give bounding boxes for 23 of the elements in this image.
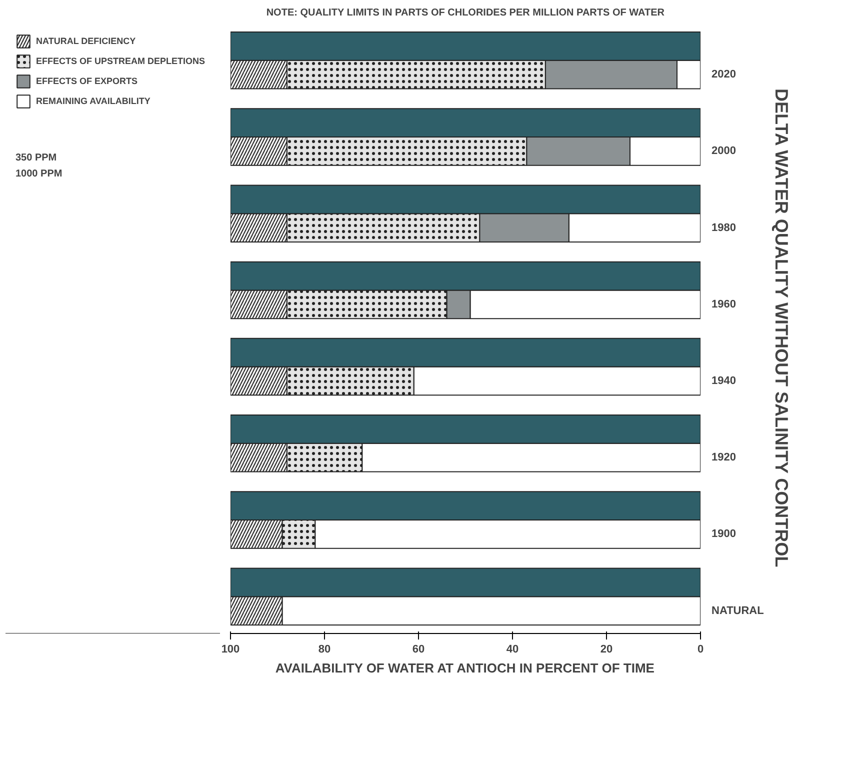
text: 350 PPM	[16, 152, 57, 164]
text: DELTA WATER QUALITY WITHOUT SALINITY CONTROL	[772, 88, 792, 568]
legend-label: REMAINING AVAILABILITY	[36, 96, 150, 106]
legend-label: NATURAL DEFICIENCY	[36, 36, 136, 46]
legend-label: EFFECTS OF EXPORTS	[36, 76, 138, 86]
x-tick-label: 40	[506, 644, 519, 656]
annotation: NOTE: QUALITY LIMITS IN PARTS OF CHLORIDES PER MILLION PARTS OF WATER	[266, 8, 666, 18]
x-axis-title: AVAILABILITY OF WATER AT ANTIOCH IN PERCENT OF TIME	[275, 660, 655, 676]
y-tick-label: 2020	[712, 68, 736, 81]
y-tick-label: 1940	[712, 374, 736, 387]
legend-label: EFFECTS OF UPSTREAM DEPLETIONS	[36, 56, 206, 66]
y-tick-label: 1900	[712, 528, 736, 540]
y-tick-label: 2000	[712, 145, 736, 158]
y-tick-label: NATURAL	[712, 604, 764, 617]
x-tick-label: 100	[221, 644, 240, 656]
x-tick-label: 20	[600, 644, 613, 656]
text: 1000 PPM	[16, 168, 62, 180]
y-tick-label: 1960	[712, 298, 736, 310]
x-tick-label: 0	[697, 644, 704, 656]
x-tick-label: 80	[318, 644, 331, 656]
x-tick-label: 60	[412, 644, 425, 656]
y-tick-label: 1920	[712, 452, 736, 464]
y-tick-label: 1980	[712, 222, 736, 234]
